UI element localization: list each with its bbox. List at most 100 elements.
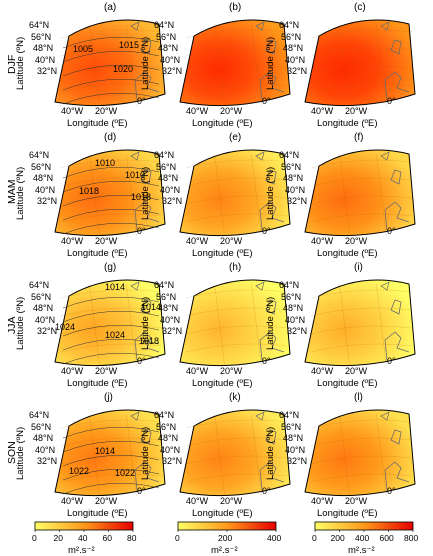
contour-label: 1018	[131, 192, 152, 202]
graticule-lat	[310, 29, 413, 39]
lon-tick-label: 0°	[137, 356, 146, 366]
colorbar-unit-label: m².s⁻²	[211, 545, 238, 556]
isobar	[62, 92, 160, 105]
isobar	[62, 468, 160, 481]
map-field	[54, 19, 166, 107]
lat-tick-label: 48°N	[158, 173, 179, 183]
lat-tick-label: 40°N	[285, 184, 306, 195]
map-field	[179, 279, 291, 367]
lon-tick-label: 20°W	[345, 236, 368, 246]
lat-tick-label: 64°N	[154, 410, 175, 420]
lat-tick-label: 56°N	[31, 421, 52, 432]
isobar	[62, 166, 160, 179]
graticule-lat	[185, 213, 288, 223]
lat-tick-label: 56°N	[31, 161, 52, 172]
panel-label: (e)	[229, 132, 242, 143]
lat-tick-label: 56°N	[31, 31, 52, 42]
map-field	[179, 19, 291, 107]
colorbar-tick-label: 200	[330, 533, 345, 543]
graticule-lon	[339, 283, 350, 367]
map-field	[304, 409, 416, 497]
colorbar-tick-label: 0	[32, 533, 37, 543]
contour-label: 1010	[125, 170, 146, 180]
lat-tick-label: 40°N	[160, 444, 181, 455]
graticule-lat	[60, 473, 163, 483]
x-axis-label: Longitude (ºE)	[317, 118, 378, 129]
lat-tick-label: 32°N	[162, 196, 183, 206]
british-isles-outline	[140, 299, 152, 315]
contour-label: 1022	[115, 468, 136, 478]
map-panel-i	[304, 279, 416, 367]
lat-tick-label: 40°N	[285, 314, 306, 325]
isobar	[62, 36, 160, 49]
graticule-lat	[185, 325, 288, 335]
map-panel-k	[179, 409, 291, 497]
graticule-lat	[310, 213, 413, 223]
graticule-lon	[214, 283, 225, 367]
graticule-lon	[339, 153, 350, 237]
lat-tick-label: 48°N	[33, 303, 54, 313]
coastline	[384, 461, 410, 491]
map-panel-e	[179, 149, 291, 237]
graticule-lat	[60, 455, 163, 465]
y-axis-label: Latitude (ºN)	[140, 36, 151, 90]
panel-label: (a)	[104, 2, 117, 13]
isobar	[62, 194, 160, 207]
contour-label: 1015	[119, 40, 140, 50]
map-field	[304, 279, 416, 367]
lat-tick-label: 64°N	[279, 410, 300, 420]
lat-tick-label: 48°N	[158, 43, 179, 53]
graticule-lat	[310, 419, 413, 429]
map-panel-d	[54, 149, 166, 237]
coastline	[134, 201, 160, 231]
graticule-lat	[185, 343, 288, 353]
british-isles-outline	[390, 299, 402, 315]
y-axis-label: Latitude (ºN)	[265, 296, 276, 350]
graticule-lat	[60, 195, 163, 205]
x-axis-label: Longitude (ºE)	[192, 508, 253, 519]
isobar	[62, 454, 160, 467]
isobar	[62, 324, 160, 337]
lon-tick-label: 20°W	[345, 106, 368, 116]
lon-tick-label: 20°W	[95, 366, 118, 376]
lat-tick-label: 48°N	[283, 433, 304, 443]
lat-tick-label: 48°N	[33, 433, 54, 443]
graticule-lat	[60, 343, 163, 353]
lat-tick-label: 32°N	[162, 456, 183, 466]
graticule-lat	[310, 195, 413, 205]
graticule-lon	[214, 413, 225, 497]
iceland-outline	[380, 411, 390, 421]
colorbar-tick-label: 40	[78, 533, 88, 543]
map-panel-f	[304, 149, 416, 237]
isobar	[62, 180, 160, 193]
graticule-lon	[251, 413, 262, 497]
x-axis-label: Longitude (ºE)	[67, 118, 128, 129]
lat-tick-label: 48°N	[158, 433, 179, 443]
lat-tick-label: 56°N	[156, 31, 177, 42]
coastline	[384, 331, 410, 361]
graticule-lat	[60, 29, 163, 39]
lat-tick-label: 32°N	[37, 66, 58, 76]
lat-tick-label: 56°N	[31, 291, 52, 302]
lon-tick-label: 0°	[137, 486, 146, 496]
colorbar-tick-label: 400	[267, 533, 282, 543]
lat-tick-label: 48°N	[283, 43, 304, 53]
graticule-lat	[60, 83, 163, 93]
british-isles-outline	[140, 39, 152, 55]
contour-label: 1014	[105, 282, 126, 292]
y-axis-label: Latitude (ºN)	[140, 426, 151, 480]
graticule-lon	[376, 283, 387, 367]
graticule-lat	[185, 307, 288, 317]
graticule-lon	[251, 283, 262, 367]
lon-tick-label: 40°W	[186, 236, 209, 246]
lon-tick-label: 40°W	[61, 236, 84, 246]
lon-tick-label: 20°W	[220, 366, 243, 376]
map-field	[54, 279, 166, 367]
lat-tick-label: 64°N	[29, 410, 50, 420]
x-axis-label: Longitude (ºE)	[317, 508, 378, 519]
lon-tick-label: 20°W	[95, 496, 118, 506]
panel-label: (j)	[104, 392, 113, 403]
map-panel-a	[54, 19, 166, 107]
coastline	[134, 331, 160, 361]
map-panel-b	[179, 19, 291, 107]
